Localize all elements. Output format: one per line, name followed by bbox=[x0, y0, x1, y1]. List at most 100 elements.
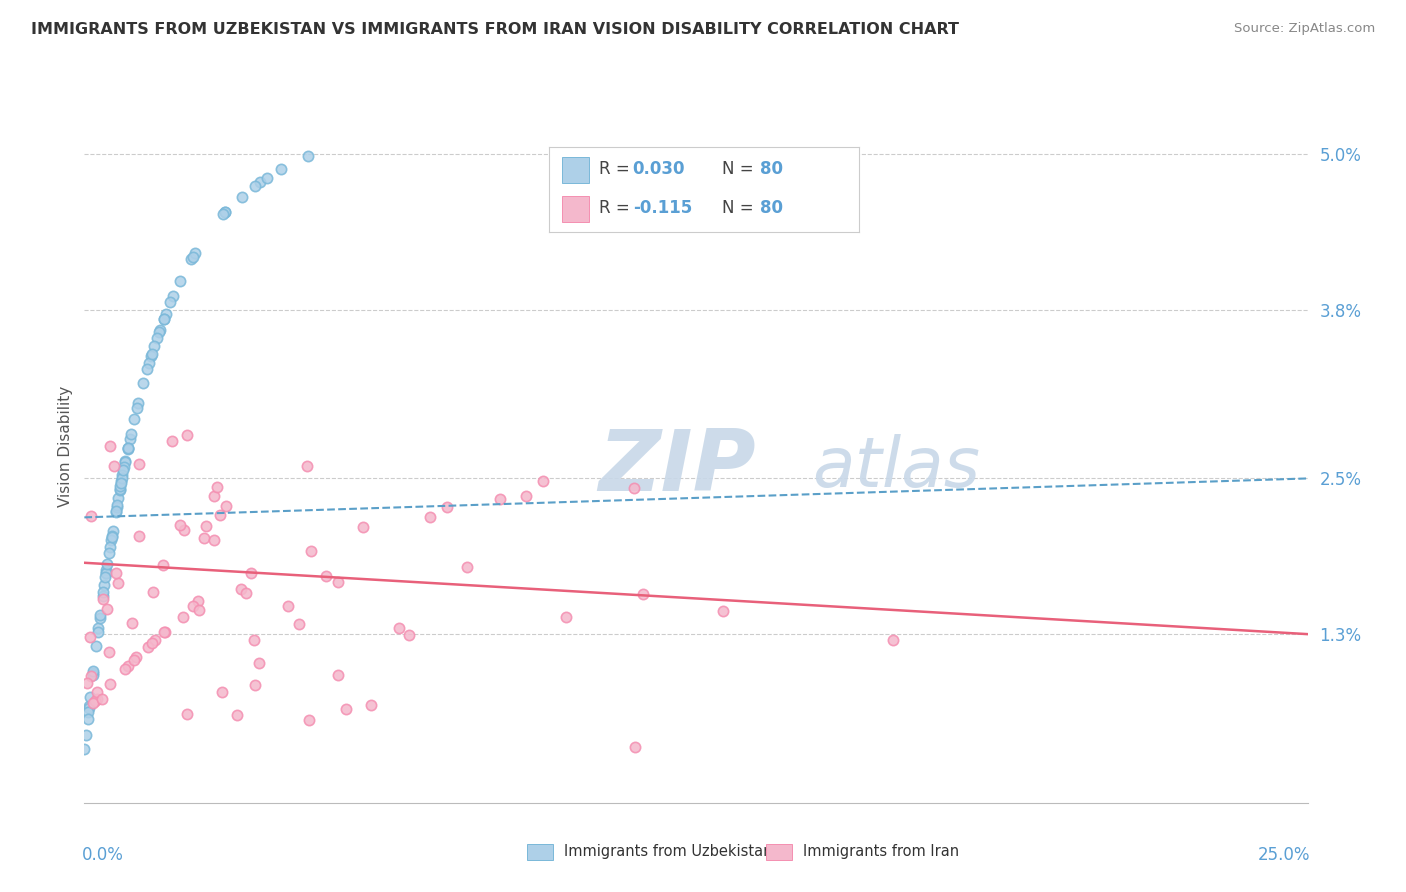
Point bbox=[87, 625, 110, 640]
Point bbox=[86, 685, 108, 699]
Point bbox=[398, 628, 420, 642]
Point bbox=[94, 566, 117, 580]
Point bbox=[247, 656, 270, 670]
Point bbox=[711, 603, 734, 617]
Point bbox=[114, 455, 136, 469]
Point bbox=[623, 481, 645, 495]
Point bbox=[212, 207, 235, 221]
Point bbox=[125, 650, 148, 665]
Point bbox=[111, 468, 134, 483]
Text: N =: N = bbox=[723, 199, 759, 217]
Point bbox=[153, 311, 176, 326]
Point bbox=[103, 458, 125, 473]
Point bbox=[94, 566, 117, 580]
Point bbox=[141, 347, 163, 361]
Point bbox=[117, 442, 139, 456]
Point bbox=[193, 531, 215, 545]
Point bbox=[173, 524, 195, 538]
Point bbox=[112, 460, 135, 475]
Point bbox=[114, 662, 136, 676]
Point bbox=[77, 705, 100, 719]
Point bbox=[117, 658, 139, 673]
Point bbox=[388, 621, 411, 635]
Point bbox=[235, 586, 257, 600]
Text: R =: R = bbox=[599, 161, 634, 178]
Point bbox=[136, 640, 159, 654]
Point bbox=[96, 563, 118, 577]
Text: 80: 80 bbox=[759, 161, 783, 178]
Point bbox=[79, 630, 101, 644]
Point bbox=[256, 170, 278, 185]
Point bbox=[352, 520, 374, 534]
Point bbox=[114, 454, 136, 468]
Point bbox=[82, 665, 104, 679]
Point bbox=[82, 666, 104, 681]
Point bbox=[77, 698, 100, 713]
Point bbox=[91, 591, 114, 606]
Point bbox=[110, 474, 132, 488]
Point bbox=[83, 694, 105, 708]
Point bbox=[73, 741, 96, 756]
Point bbox=[315, 569, 337, 583]
Point bbox=[91, 589, 114, 603]
Text: 80: 80 bbox=[759, 199, 783, 217]
Point bbox=[79, 690, 101, 704]
Point bbox=[86, 692, 108, 706]
Point bbox=[299, 544, 322, 558]
Point bbox=[77, 701, 100, 715]
Point bbox=[84, 640, 107, 654]
Point bbox=[111, 471, 134, 485]
Point bbox=[104, 566, 127, 581]
Text: Immigrants from Uzbekistan: Immigrants from Uzbekistan bbox=[564, 845, 772, 859]
Point bbox=[98, 546, 121, 560]
Point bbox=[101, 524, 124, 538]
Text: -0.115: -0.115 bbox=[633, 199, 692, 217]
Point bbox=[155, 307, 177, 321]
Text: ZIP: ZIP bbox=[598, 425, 756, 509]
Point bbox=[239, 566, 262, 581]
Point bbox=[89, 607, 111, 622]
Point bbox=[94, 570, 117, 584]
Point bbox=[159, 295, 181, 310]
Point bbox=[149, 323, 172, 337]
Point bbox=[121, 615, 143, 630]
Point bbox=[555, 609, 578, 624]
Point bbox=[270, 162, 292, 177]
Point bbox=[214, 205, 236, 219]
Point bbox=[132, 376, 155, 390]
Point bbox=[143, 632, 166, 647]
Point bbox=[138, 355, 160, 369]
Point bbox=[882, 633, 904, 648]
Text: 0.030: 0.030 bbox=[633, 161, 685, 178]
Point bbox=[120, 426, 142, 441]
Point bbox=[80, 669, 103, 683]
Point bbox=[108, 483, 131, 497]
Text: IMMIGRANTS FROM UZBEKISTAN VS IMMIGRANTS FROM IRAN VISION DISABILITY CORRELATION: IMMIGRANTS FROM UZBEKISTAN VS IMMIGRANTS… bbox=[31, 22, 959, 37]
Text: Source: ZipAtlas.com: Source: ZipAtlas.com bbox=[1234, 22, 1375, 36]
Point bbox=[105, 498, 128, 512]
Point bbox=[139, 350, 162, 364]
Point bbox=[162, 434, 184, 449]
Point bbox=[169, 274, 191, 288]
Point bbox=[328, 574, 350, 589]
Point bbox=[162, 288, 184, 302]
Text: Immigrants from Iran: Immigrants from Iran bbox=[803, 845, 959, 859]
Text: 0.0%: 0.0% bbox=[82, 846, 124, 863]
Point bbox=[249, 175, 271, 189]
Point bbox=[297, 459, 319, 474]
Point bbox=[98, 439, 121, 453]
Point bbox=[100, 529, 122, 543]
Point bbox=[104, 504, 127, 518]
Point bbox=[181, 250, 204, 264]
Point bbox=[298, 713, 321, 727]
Point bbox=[107, 576, 129, 591]
Text: atlas: atlas bbox=[813, 434, 980, 501]
Point bbox=[122, 412, 145, 426]
Point bbox=[531, 475, 554, 489]
Point bbox=[127, 396, 149, 410]
Point bbox=[214, 205, 236, 219]
Point bbox=[214, 499, 236, 513]
Point bbox=[82, 696, 104, 710]
Point bbox=[225, 708, 247, 723]
Point bbox=[326, 667, 349, 681]
